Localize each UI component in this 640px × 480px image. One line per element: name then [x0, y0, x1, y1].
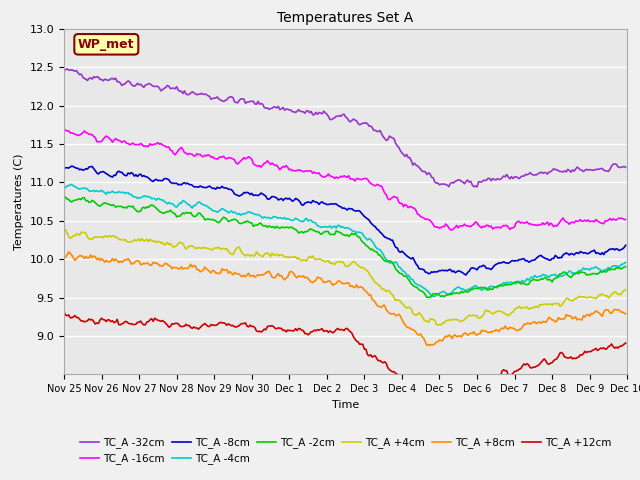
TC_A -8cm: [248, 191, 255, 196]
TC_A -32cm: [131, 84, 138, 89]
TC_A +8cm: [594, 309, 602, 315]
Line: TC_A -32cm: TC_A -32cm: [64, 69, 626, 187]
TC_A +8cm: [229, 272, 237, 278]
TC_A +4cm: [246, 253, 254, 259]
Line: TC_A -8cm: TC_A -8cm: [64, 166, 626, 275]
TC_A -16cm: [622, 216, 630, 222]
TC_A -16cm: [60, 126, 68, 132]
TC_A +8cm: [622, 311, 630, 317]
TC_A +8cm: [307, 279, 315, 285]
TC_A -4cm: [248, 210, 255, 216]
TC_A -4cm: [229, 210, 237, 216]
TC_A +12cm: [256, 328, 264, 334]
TC_A -16cm: [246, 155, 254, 161]
TC_A +4cm: [622, 287, 630, 292]
TC_A -16cm: [129, 140, 137, 146]
TC_A +12cm: [622, 340, 630, 346]
TC_A +12cm: [228, 323, 236, 329]
TC_A -16cm: [592, 216, 600, 222]
TC_A +12cm: [129, 322, 137, 327]
TC_A -16cm: [306, 168, 314, 174]
TC_A -2cm: [228, 217, 236, 223]
TC_A -32cm: [307, 108, 315, 114]
Y-axis label: Temperatures (C): Temperatures (C): [14, 153, 24, 250]
Line: TC_A +4cm: TC_A +4cm: [64, 229, 626, 325]
TC_A -2cm: [306, 226, 314, 232]
TC_A +8cm: [60, 254, 68, 260]
TC_A +4cm: [434, 322, 442, 328]
TC_A -4cm: [594, 265, 602, 271]
TC_A -8cm: [462, 272, 470, 278]
TC_A -2cm: [622, 264, 630, 269]
TC_A +12cm: [60, 309, 68, 315]
TC_A +8cm: [257, 272, 265, 277]
TC_A -2cm: [129, 203, 137, 209]
TC_A -2cm: [426, 295, 434, 300]
Line: TC_A +12cm: TC_A +12cm: [64, 312, 626, 400]
TC_A -8cm: [257, 190, 265, 196]
TC_A +8cm: [426, 343, 434, 348]
TC_A -32cm: [594, 167, 602, 172]
TC_A -32cm: [248, 98, 255, 104]
Title: Temperatures Set A: Temperatures Set A: [278, 11, 413, 25]
TC_A +4cm: [592, 296, 600, 301]
TC_A -4cm: [622, 260, 630, 265]
TC_A -8cm: [131, 173, 138, 179]
TC_A -16cm: [228, 156, 236, 161]
Line: TC_A -2cm: TC_A -2cm: [64, 196, 626, 298]
TC_A -8cm: [60, 165, 68, 171]
TC_A -2cm: [256, 220, 264, 226]
Line: TC_A -4cm: TC_A -4cm: [64, 184, 626, 296]
TC_A +12cm: [306, 331, 314, 336]
TC_A +12cm: [413, 397, 421, 403]
TC_A -8cm: [622, 242, 630, 248]
TC_A -4cm: [60, 184, 68, 190]
TC_A -32cm: [257, 101, 265, 107]
Line: TC_A +8cm: TC_A +8cm: [64, 252, 626, 346]
X-axis label: Time: Time: [332, 400, 359, 409]
TC_A +4cm: [256, 252, 264, 258]
TC_A +4cm: [306, 253, 314, 259]
Text: WP_met: WP_met: [78, 38, 134, 51]
TC_A -16cm: [256, 163, 264, 168]
TC_A -32cm: [229, 95, 237, 100]
TC_A -2cm: [246, 220, 254, 226]
TC_A -2cm: [60, 193, 68, 199]
TC_A +12cm: [246, 322, 254, 328]
TC_A +8cm: [131, 260, 138, 266]
TC_A -8cm: [68, 163, 76, 169]
TC_A -8cm: [594, 250, 602, 255]
TC_A -32cm: [63, 66, 71, 72]
TC_A +4cm: [129, 239, 137, 244]
TC_A -32cm: [60, 67, 68, 73]
Line: TC_A -16cm: TC_A -16cm: [64, 129, 626, 230]
TC_A +8cm: [248, 273, 255, 279]
TC_A -4cm: [307, 217, 315, 223]
TC_A -32cm: [473, 184, 481, 190]
TC_A -4cm: [131, 194, 138, 200]
TC_A -32cm: [622, 164, 630, 170]
TC_A -4cm: [257, 214, 265, 219]
TC_A +4cm: [60, 226, 68, 232]
TC_A -8cm: [307, 200, 315, 206]
TC_A -8cm: [229, 189, 237, 194]
TC_A -2cm: [592, 271, 600, 276]
TC_A -16cm: [448, 227, 456, 233]
Legend: TC_A -32cm, TC_A -16cm, TC_A -8cm, TC_A -4cm, TC_A -2cm, TC_A +4cm, TC_A +8cm, T: TC_A -32cm, TC_A -16cm, TC_A -8cm, TC_A …: [76, 433, 615, 468]
TC_A +8cm: [65, 249, 72, 255]
TC_A +12cm: [592, 346, 600, 351]
TC_A -4cm: [68, 181, 76, 187]
TC_A -4cm: [431, 293, 438, 299]
TC_A +4cm: [228, 251, 236, 257]
